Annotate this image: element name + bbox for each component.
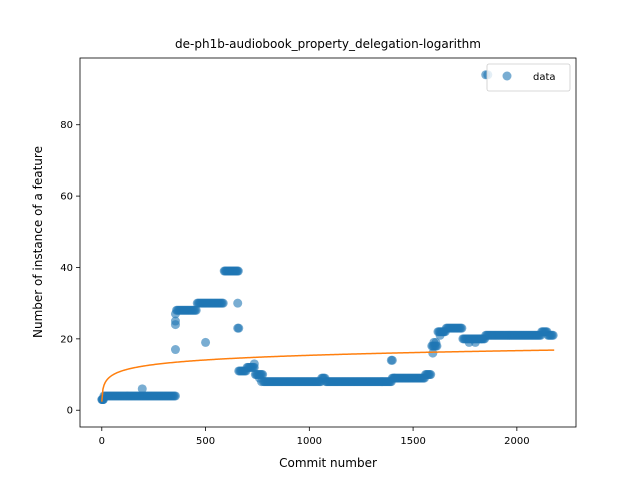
data-point xyxy=(233,298,243,308)
data-point xyxy=(191,305,201,315)
data-point xyxy=(170,316,180,326)
y-tick-label: 0 xyxy=(67,406,73,417)
y-tick-label: 40 xyxy=(60,263,73,274)
data-point xyxy=(389,373,399,383)
data-point xyxy=(233,266,243,276)
data-point xyxy=(234,323,244,333)
data-point xyxy=(137,384,147,394)
y-tick-label: 60 xyxy=(60,192,73,203)
data-point xyxy=(464,337,474,347)
data-point xyxy=(170,391,180,401)
x-tick-label: 0 xyxy=(99,436,105,447)
data-point xyxy=(438,327,448,337)
y-tick-label: 20 xyxy=(60,334,73,345)
fit-line xyxy=(101,349,555,402)
data-point xyxy=(431,337,441,347)
data-point xyxy=(548,330,558,340)
legend-marker xyxy=(502,71,512,81)
y-axis: 0 20 40 60 80 xyxy=(60,120,80,417)
x-tick-label: 2000 xyxy=(504,436,529,447)
legend-entry: data xyxy=(533,72,556,83)
x-tick-label: 1000 xyxy=(297,436,322,447)
x-tick-label: 1500 xyxy=(400,436,425,447)
data-point xyxy=(477,334,487,344)
x-tick-label: 500 xyxy=(196,436,215,447)
x-axis: 0 500 1000 1500 2000 xyxy=(99,427,530,447)
x-axis-label: Commit number xyxy=(279,456,377,470)
data-point xyxy=(257,377,267,387)
scatter-points xyxy=(97,70,558,405)
legend: data xyxy=(486,63,571,92)
data-point xyxy=(170,309,180,319)
data-point xyxy=(428,348,438,358)
data-point xyxy=(170,345,180,355)
plot-area xyxy=(80,58,576,427)
plot-frame xyxy=(79,57,577,428)
y-axis-label: Number of instance of a feature xyxy=(31,146,45,338)
data-point xyxy=(201,337,211,347)
legend-box xyxy=(486,63,571,92)
data-point xyxy=(218,298,228,308)
data-point xyxy=(249,359,259,369)
chart-title: de-ph1b-audiobook_property_delegation-lo… xyxy=(175,37,481,51)
data-point xyxy=(387,355,397,365)
data-point xyxy=(457,323,467,333)
data-point xyxy=(426,370,436,380)
y-tick-label: 80 xyxy=(60,120,73,131)
